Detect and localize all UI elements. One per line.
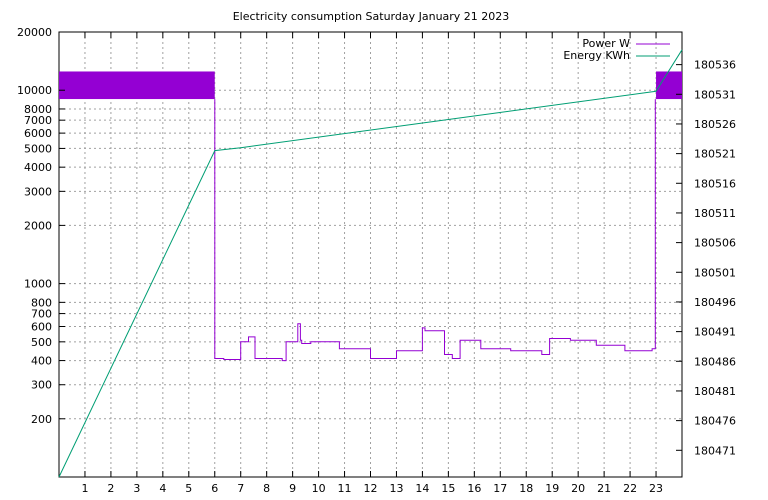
x-tick-label: 13 (389, 482, 403, 495)
y-left-tick-label: 300 (31, 379, 52, 392)
y-left-tick-label: 5000 (24, 142, 52, 155)
x-tick-label: 6 (211, 482, 218, 495)
y-right-tick-label: 180536 (694, 59, 736, 72)
y-left-tick-label: 8000 (24, 103, 52, 116)
power-band (59, 71, 215, 100)
power-line (214, 99, 656, 362)
y-right-tick-label: 180531 (694, 88, 736, 101)
y-right-tick-label: 180476 (694, 415, 736, 428)
y-right-tick-label: 180471 (694, 444, 736, 457)
x-tick-label: 21 (597, 482, 611, 495)
y-left-tick-label: 3000 (24, 185, 52, 198)
tick-layer: 1 2 3 4 5 6 7 8 9 10 11 12 13 14 15 16 17 18 19 20 21 22 23200… (17, 26, 736, 495)
x-tick-label: 3 (133, 482, 140, 495)
chart-title: Electricity consumption Saturday January… (233, 10, 510, 23)
x-tick-label: 5 (185, 482, 192, 495)
legend-power-label: Power W (582, 37, 630, 50)
y-left-tick-label: 700 (31, 308, 52, 321)
energy-line (58, 49, 683, 478)
x-tick-label: 17 (493, 482, 507, 495)
y-right-tick-label: 180516 (694, 177, 736, 190)
y-right-tick-label: 180526 (694, 118, 736, 131)
y-left-tick-label: 500 (31, 336, 52, 349)
y-left-tick-label: 20000 (17, 26, 52, 39)
series-layer (58, 49, 683, 478)
y-left-tick-label: 6000 (24, 127, 52, 140)
y-right-tick-label: 180506 (694, 237, 736, 250)
y-left-tick-label: 400 (31, 355, 52, 368)
x-tick-label: 10 (312, 482, 326, 495)
x-tick-label: 19 (545, 482, 559, 495)
x-tick-label: 2 (107, 482, 114, 495)
y-right-tick-label: 180501 (694, 266, 736, 279)
y-left-tick-label: 200 (31, 413, 52, 426)
y-left-tick-label: 1000 (24, 278, 52, 291)
y-left-tick-label: 800 (31, 296, 52, 309)
x-tick-label: 16 (467, 482, 481, 495)
x-tick-label: 18 (519, 482, 533, 495)
y-left-tick-label: 4000 (24, 161, 52, 174)
x-tick-label: 12 (364, 482, 378, 495)
x-tick-label: 9 (289, 482, 296, 495)
x-tick-label: 7 (237, 482, 244, 495)
legend-energy-label: Energy KWh (563, 49, 630, 62)
x-tick-label: 15 (441, 482, 455, 495)
x-tick-label: 22 (623, 482, 637, 495)
y-left-tick-label: 2000 (24, 219, 52, 232)
x-tick-label: 11 (338, 482, 352, 495)
x-tick-label: 1 (81, 482, 88, 495)
y-right-tick-label: 180481 (694, 385, 736, 398)
y-right-tick-label: 180486 (694, 355, 736, 368)
y-right-tick-label: 180521 (694, 148, 736, 161)
y-right-tick-label: 180511 (694, 207, 736, 220)
x-tick-label: 4 (159, 482, 166, 495)
x-tick-label: 23 (649, 482, 663, 495)
y-left-tick-label: 7000 (24, 114, 52, 127)
x-tick-label: 20 (571, 482, 585, 495)
legend: Power W Energy KWh (563, 37, 670, 62)
y-right-tick-label: 180491 (694, 326, 736, 339)
x-tick-label: 14 (415, 482, 429, 495)
x-tick-label: 8 (263, 482, 270, 495)
y-right-tick-label: 180496 (694, 296, 736, 309)
y-left-tick-label: 10000 (17, 84, 52, 97)
y-left-tick-label: 600 (31, 321, 52, 334)
